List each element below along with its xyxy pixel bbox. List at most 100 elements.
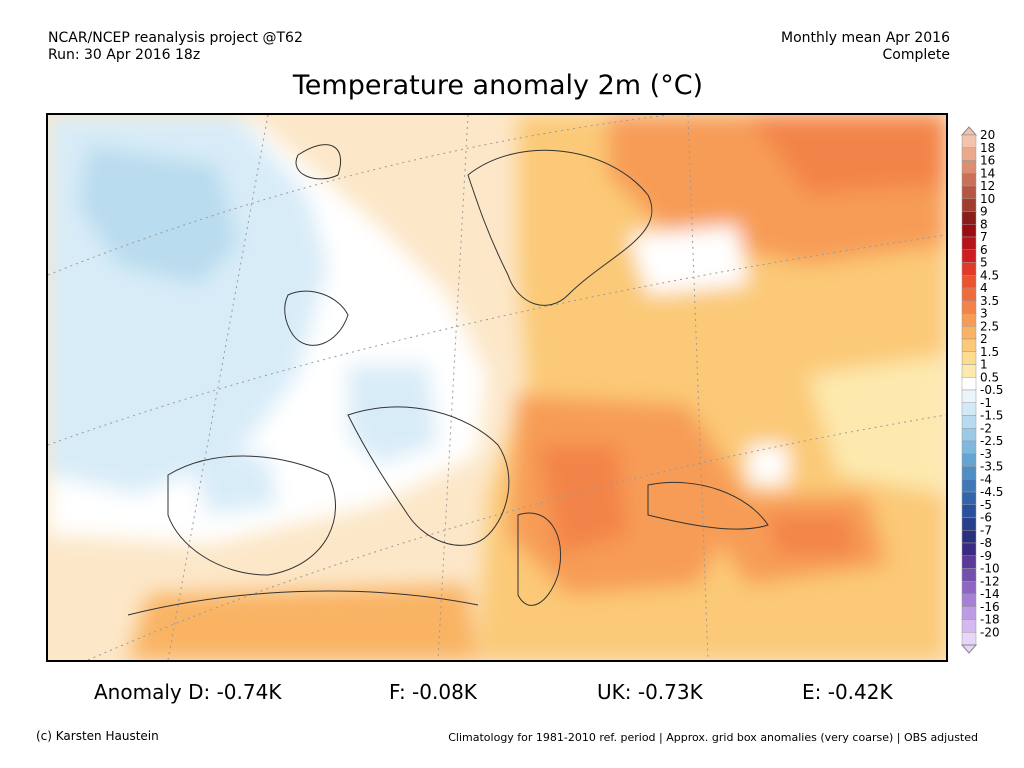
legend-swatch [961,351,977,365]
coastlines [127,144,769,616]
spain-anomaly: E: -0.42K [802,680,893,704]
legend-label: 1.5 [980,345,999,359]
legend-label: 9 [980,205,988,219]
legend-label: -1 [980,396,992,410]
climatology-note: Climatology for 1981-2010 ref. period | … [448,731,978,744]
legend-swatch [961,134,977,148]
legend-swatch [961,211,977,225]
legend-swatch [961,389,977,403]
legend-swatch [961,632,977,646]
legend-label: 10 [980,192,995,206]
legend-label: -3.5 [980,460,1003,474]
legend-min-arrow [960,644,978,654]
legend-label: 12 [980,179,995,193]
legend-swatch [961,224,977,238]
legend-label: 18 [980,141,995,155]
legend-swatch [961,185,977,199]
france-anomaly: F: -0.08K [389,680,477,704]
period-info: Monthly mean Apr 2016 Complete [781,30,950,64]
legend-label: -6 [980,511,992,525]
legend-label: -18 [980,613,1000,627]
legend-swatch [961,236,977,250]
legend-swatch [961,479,977,493]
legend-label: 5 [980,256,988,270]
legend-label: 3 [980,307,988,321]
copyright-credit: (c) Karsten Haustein [36,729,159,743]
legend-swatch [961,173,977,187]
legend-swatch [961,402,977,416]
legend-label: -5 [980,498,992,512]
color-scale-legend: 20 18 16 14 12 10 9 8 7 6 5 4.5 4 3.5 3 2.5 2 1.5 1 0.5 -0.5… [958,126,1018,654]
legend-label: -10 [980,562,1000,576]
legend-label: 2 [980,332,988,346]
period-label: Monthly mean Apr 2016 [781,30,950,46]
legend-label: -20 [980,625,1000,639]
legend-swatch [961,364,977,378]
legend-label: 1 [980,358,988,372]
legend-label: -12 [980,574,1000,588]
legend-swatch [961,568,977,582]
legend-swatch [961,581,977,595]
uk-anomaly: UK: -0.73K [597,680,703,704]
legend-label: 0.5 [980,370,999,384]
legend-swatch [961,275,977,289]
run-info: NCAR/NCEP reanalysis project @T62 Run: 3… [48,30,303,64]
legend-label: 3.5 [980,294,999,308]
map-title: Temperature anomaly 2m (°C) [292,70,704,101]
legend-swatch [961,160,977,174]
legend-swatch [961,504,977,518]
legend-swatch [961,415,977,429]
legend-label: -4.5 [980,485,1003,499]
legend-swatch [961,262,977,276]
legend-label: -2.5 [980,434,1003,448]
grid-lines [48,115,946,660]
legend-label: 16 [980,154,995,168]
legend-swatch [961,555,977,569]
model-label: NCAR/NCEP reanalysis project @T62 [48,30,303,46]
legend-label: -3 [980,447,992,461]
legend-swatch [961,300,977,314]
legend-swatch [961,606,977,620]
legend-label: -1.5 [980,409,1003,423]
legend-swatch [961,593,977,607]
legend-swatch [961,249,977,263]
legend-swatch [961,440,977,454]
legend-label: -16 [980,600,1000,614]
legend-swatch [961,453,977,467]
legend-swatch [961,326,977,340]
legend-label: 20 [980,128,995,142]
legend-swatch [961,619,977,633]
legend-swatch [961,377,977,391]
legend-swatch [961,338,977,352]
legend-label: 2.5 [980,319,999,333]
legend-label: -8 [980,536,992,550]
run-time-label: Run: 30 Apr 2016 18z [48,47,201,63]
legend-label: -14 [980,587,1000,601]
legend-swatch [961,466,977,480]
anomaly-map [46,113,948,662]
legend-label: 8 [980,217,988,231]
legend-swatch [961,313,977,327]
legend-label: -0.5 [980,383,1003,397]
legend-label: 4.5 [980,268,999,282]
legend-label: -7 [980,523,992,537]
legend-label: 6 [980,243,988,257]
legend-swatch [961,517,977,531]
legend-swatch [961,530,977,544]
legend-swatch [961,287,977,301]
legend-label: 4 [980,281,988,295]
legend-swatch [961,491,977,505]
germany-anomaly: Anomaly D: -0.74K [94,680,282,704]
status-label: Complete [882,47,950,63]
anomaly-field [48,115,946,660]
legend-swatch [961,542,977,556]
legend-swatch [961,428,977,442]
legend-label: 14 [980,166,995,180]
anomaly-summary: Anomaly D: -0.74K F: -0.08K UK: -0.73K E… [0,680,1024,706]
legend-label: -4 [980,472,992,486]
legend-label: -9 [980,549,992,563]
legend-label: -2 [980,421,992,435]
legend-label: 7 [980,230,988,244]
legend-swatch [961,147,977,161]
legend-swatch [961,198,977,212]
